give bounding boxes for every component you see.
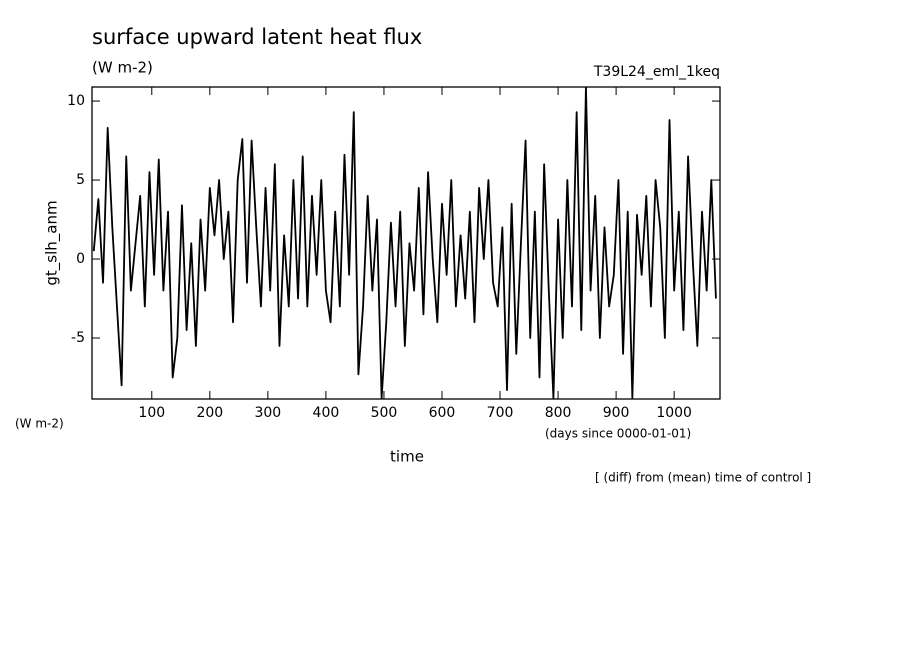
- y-tick-label: 5: [76, 172, 85, 188]
- x-tick-label: 400: [313, 405, 340, 421]
- x-tick-label: 700: [487, 405, 514, 421]
- plot-frame: [91, 86, 721, 400]
- y-tick-label: 10: [67, 93, 85, 109]
- x-axis-label: time: [390, 448, 424, 466]
- data-line: [92, 87, 717, 399]
- x-tick-label: 1000: [656, 405, 692, 421]
- chart-title: surface upward latent heat flux: [92, 25, 422, 49]
- x-tick-label: 900: [603, 405, 630, 421]
- y-tick-label: -5: [71, 330, 85, 346]
- note: [ (diff) from (mean) time of control ]: [595, 471, 811, 485]
- run-label: T39L24_eml_1keq: [593, 64, 720, 80]
- x-tick-label: 200: [196, 405, 223, 421]
- y-axis-label: gt_slh_anm: [43, 200, 62, 285]
- x-unit: (days since 0000-01-01): [545, 427, 691, 441]
- x-tick-label: 100: [138, 405, 165, 421]
- x-tick-label: 800: [545, 405, 572, 421]
- chart-subtitle: (W m-2): [92, 59, 153, 77]
- y-tick-label: 0: [76, 251, 85, 267]
- x-tick-label: 300: [254, 405, 281, 421]
- y-unit: (W m-2): [15, 417, 64, 431]
- x-tick-label: 600: [429, 405, 456, 421]
- x-tick-label: 500: [371, 405, 398, 421]
